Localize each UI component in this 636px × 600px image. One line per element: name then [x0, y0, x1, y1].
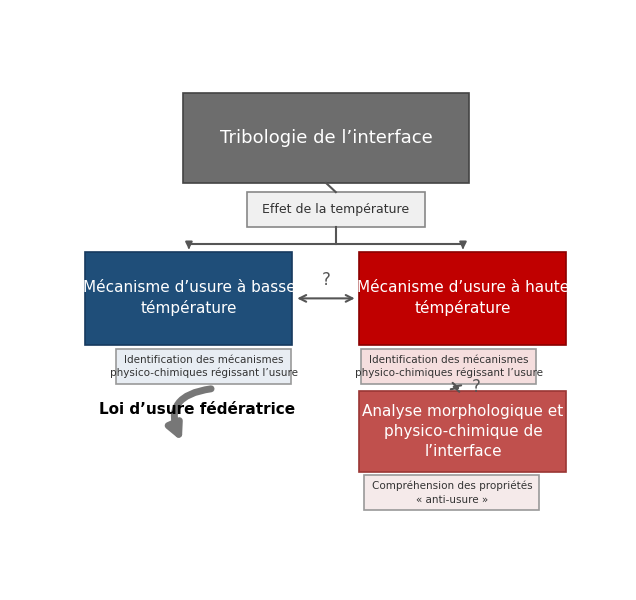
FancyBboxPatch shape	[359, 391, 567, 472]
FancyBboxPatch shape	[85, 252, 293, 344]
Text: Effet de la température: Effet de la température	[262, 203, 410, 216]
FancyBboxPatch shape	[116, 349, 291, 384]
Text: ?: ?	[322, 271, 330, 289]
Text: Analyse morphologique et
physico-chimique de
l’interface: Analyse morphologique et physico-chimiqu…	[363, 404, 563, 458]
Text: Loi d’usure fédératrice: Loi d’usure fédératrice	[99, 402, 295, 417]
Text: ?: ?	[472, 379, 480, 397]
Text: Mécanisme d’usure à haute
témpérature: Mécanisme d’usure à haute témpérature	[357, 280, 569, 316]
FancyBboxPatch shape	[247, 192, 425, 227]
FancyArrowPatch shape	[168, 389, 211, 434]
Text: Compréhension des propriétés
« anti-usure »: Compréhension des propriétés « anti-usur…	[371, 481, 532, 505]
FancyBboxPatch shape	[364, 475, 539, 510]
Text: Identification des mécanismes
physico-chimiques régissant l’usure: Identification des mécanismes physico-ch…	[110, 355, 298, 379]
Text: Tribologie de l’interface: Tribologie de l’interface	[219, 129, 432, 147]
FancyBboxPatch shape	[183, 93, 469, 183]
FancyBboxPatch shape	[359, 252, 567, 344]
Text: Identification des mécanismes
physico-chimiques régissant l’usure: Identification des mécanismes physico-ch…	[355, 355, 543, 379]
FancyBboxPatch shape	[361, 349, 536, 384]
Text: Mécanisme d’usure à basse
témpérature: Mécanisme d’usure à basse témpérature	[83, 280, 295, 316]
